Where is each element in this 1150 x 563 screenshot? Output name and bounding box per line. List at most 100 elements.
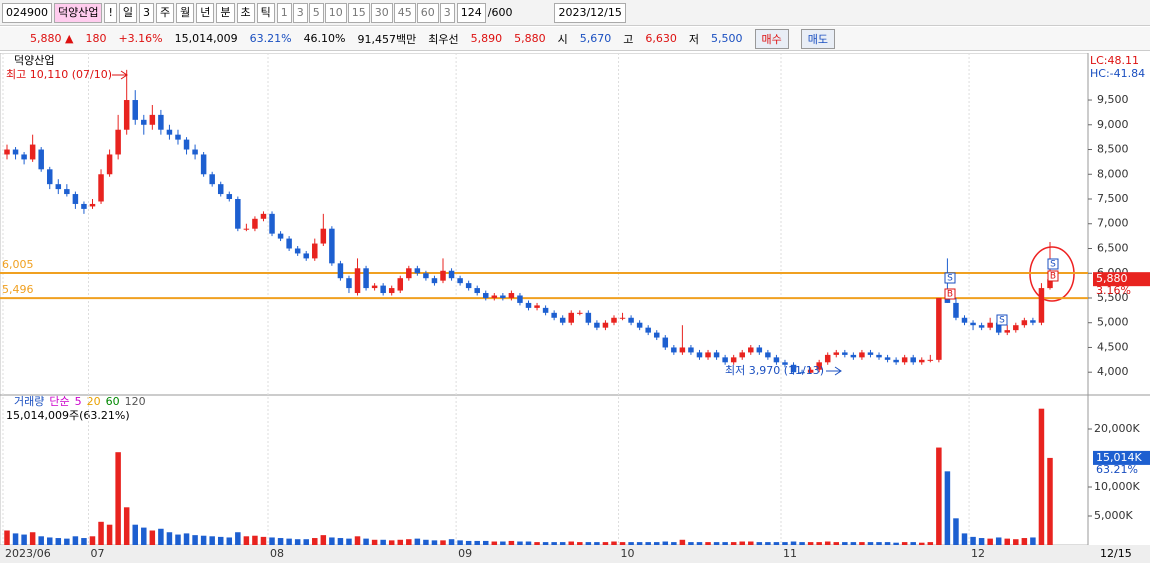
stock-name[interactable]: 덕양산업 bbox=[54, 2, 103, 23]
period-button[interactable]: ! bbox=[104, 2, 117, 23]
volume-bar bbox=[98, 521, 104, 545]
candle-body bbox=[748, 347, 754, 353]
x-tick-label: 12 bbox=[971, 547, 985, 560]
interval-button[interactable]: 60 bbox=[416, 2, 439, 23]
candle-body bbox=[636, 322, 643, 328]
volume-bar bbox=[252, 535, 258, 545]
period-button[interactable]: 3 bbox=[139, 2, 155, 23]
interval-button[interactable]: 10 bbox=[324, 2, 347, 23]
volume-bar bbox=[81, 538, 87, 545]
interval-button[interactable]: 30 bbox=[370, 2, 393, 23]
volume-bar bbox=[662, 541, 669, 545]
candle-body bbox=[115, 129, 121, 155]
candle-body bbox=[64, 189, 70, 195]
volume-bar bbox=[243, 536, 250, 545]
sell-button[interactable]: 매도 bbox=[800, 28, 835, 49]
volume-bar bbox=[508, 540, 515, 545]
volume-bar bbox=[876, 542, 882, 545]
legend-entry: 60 bbox=[106, 395, 120, 408]
y-tick-label: 9,500 bbox=[1097, 93, 1129, 106]
interval-button[interactable]: 3 bbox=[439, 2, 455, 23]
volume-bar bbox=[679, 539, 686, 545]
candle-body bbox=[371, 285, 378, 289]
x-tick-label: 09 bbox=[458, 547, 472, 560]
candle-body bbox=[936, 297, 942, 360]
period-button[interactable]: 분 bbox=[216, 2, 235, 23]
volume-bar bbox=[448, 539, 455, 545]
signal-box bbox=[1047, 270, 1059, 282]
period-button[interactable]: 틱 bbox=[256, 2, 275, 23]
volume-bar bbox=[953, 518, 959, 545]
volume-bar bbox=[517, 541, 523, 545]
candle-body bbox=[893, 359, 899, 363]
interval-button[interactable]: 15 bbox=[347, 2, 370, 23]
count[interactable]: 124 bbox=[456, 2, 486, 23]
date-input[interactable]: 2023/12/15 bbox=[554, 2, 626, 23]
volume-bar bbox=[183, 533, 190, 545]
candle-body bbox=[833, 352, 840, 355]
volume-bar bbox=[645, 542, 651, 545]
volume-bar bbox=[329, 537, 335, 545]
volume-bar bbox=[200, 535, 207, 545]
candle-body bbox=[884, 357, 891, 360]
volume-bar bbox=[483, 540, 489, 545]
candle-body bbox=[474, 288, 480, 294]
period-button[interactable]: 년 bbox=[196, 2, 215, 23]
volume-bar bbox=[457, 540, 463, 545]
volume-bar bbox=[286, 538, 292, 545]
candle-body bbox=[423, 273, 429, 279]
period-button[interactable]: 일 bbox=[118, 2, 138, 23]
candle-body bbox=[183, 139, 190, 150]
volume-bar bbox=[1013, 539, 1019, 545]
turnover: 46.10% bbox=[303, 32, 346, 45]
volume-bar bbox=[696, 542, 703, 545]
volume-bar bbox=[568, 541, 574, 545]
candle-body bbox=[739, 352, 745, 358]
candle-body bbox=[320, 228, 327, 244]
candle-body bbox=[106, 154, 113, 175]
period-button[interactable]: 초 bbox=[236, 2, 255, 23]
volume-bar bbox=[38, 536, 44, 545]
open: 5,670 bbox=[579, 32, 612, 45]
volume-bar bbox=[55, 538, 62, 545]
volume-bar bbox=[175, 534, 181, 545]
interval-button[interactable]: 5 bbox=[308, 2, 324, 23]
volume-bar bbox=[337, 538, 344, 545]
candle-body bbox=[790, 364, 797, 373]
x-tick-label: 11 bbox=[783, 547, 797, 560]
volume-bar bbox=[1047, 457, 1053, 545]
code-input[interactable]: 024900 bbox=[2, 2, 52, 23]
last-rate: 3.16% bbox=[1096, 284, 1131, 297]
candle-body bbox=[286, 238, 292, 249]
volume-bar bbox=[269, 537, 275, 545]
candle-body bbox=[1030, 320, 1036, 323]
count-max: /600 bbox=[487, 6, 513, 19]
volume-bar bbox=[730, 542, 737, 545]
max-note: 최고 10,110 (07/10) bbox=[6, 68, 112, 81]
volume-bar bbox=[525, 541, 532, 545]
volume-bar bbox=[465, 540, 472, 545]
x-tick-label: 10 bbox=[621, 547, 635, 560]
volume-bar bbox=[577, 542, 583, 545]
period-button[interactable]: 주 bbox=[156, 2, 175, 23]
period-button[interactable]: 월 bbox=[176, 2, 195, 23]
buy-button[interactable]: 매수 bbox=[754, 28, 789, 49]
volume-bar bbox=[388, 540, 395, 545]
candle-body bbox=[414, 268, 421, 274]
candle-body bbox=[217, 184, 224, 195]
toolbar: 024900 덕양산업 ! 일 3 주 월 년 분 초 틱 1 3 5 10 15 30 45 60 3 124… bbox=[0, 0, 1150, 26]
vol-tick-label: 20,000K bbox=[1094, 422, 1140, 435]
candle-body bbox=[38, 149, 44, 170]
volume-bar bbox=[859, 542, 865, 545]
interval-button[interactable]: 45 bbox=[393, 2, 416, 23]
candle-body bbox=[953, 302, 959, 318]
candle-body bbox=[465, 283, 472, 289]
candle-body bbox=[730, 357, 737, 363]
volume-bar bbox=[132, 524, 138, 545]
interval-button[interactable]: 1 bbox=[276, 2, 292, 23]
lc: LC:48.11 bbox=[1090, 54, 1139, 67]
candle-body bbox=[901, 357, 908, 363]
quote-bar: 5,880 ▲ 180 +3.16% 15,014,009 63.21% 46.… bbox=[0, 27, 1150, 51]
candle-body bbox=[970, 322, 976, 326]
interval-button[interactable]: 3 bbox=[292, 2, 308, 23]
